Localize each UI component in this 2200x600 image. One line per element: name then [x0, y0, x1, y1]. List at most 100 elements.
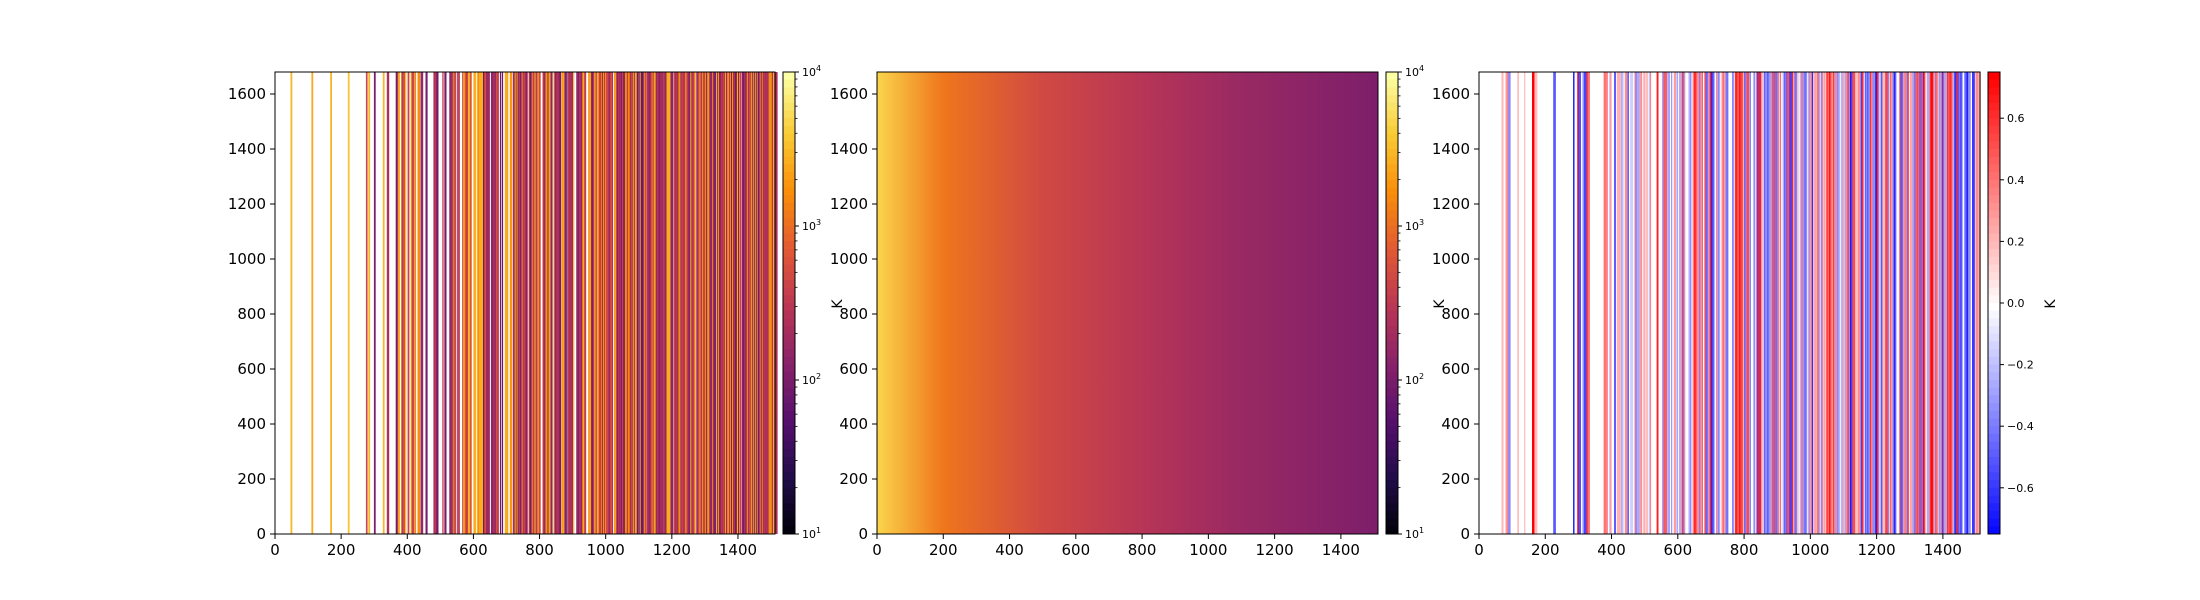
middle-colorbar-swatch	[1386, 102, 1398, 111]
left-colorbar-swatch	[783, 287, 795, 296]
right-heatmap-stripe	[1799, 72, 1802, 534]
right-colorbar-swatch	[1988, 164, 2000, 173]
left-heatmap-stripe	[425, 72, 428, 534]
right-colorbar-swatch	[1988, 333, 2000, 342]
left-heatmap-stripe	[709, 72, 711, 534]
right-heatmap-stripe	[1783, 72, 1786, 534]
right-heatmap-stripe	[1673, 72, 1677, 534]
right-heatmap-stripe	[1648, 72, 1650, 534]
left-heatmap-stripe	[599, 72, 601, 534]
left-colorbar-tick-exponent: 1	[816, 526, 821, 535]
left-heatmap-stripe	[736, 72, 737, 534]
right-heatmap-stripe	[1864, 72, 1867, 534]
right-ytick-label: 800	[1441, 305, 1470, 323]
right-heatmap-stripe	[1732, 72, 1734, 534]
left-heatmap-stripes	[290, 72, 778, 534]
right-colorbar-tick-label: 0.2	[2007, 235, 2025, 248]
right-heatmap-stripe	[1712, 72, 1715, 534]
middle-colorbar-swatch	[1386, 249, 1398, 258]
left-heatmap-stripe	[483, 72, 485, 534]
left-heatmap-stripe	[571, 72, 573, 534]
left-heatmap-stripe	[382, 72, 385, 534]
left-ytick-label: 600	[237, 360, 266, 378]
middle-colorbar-swatch	[1386, 341, 1398, 350]
left-colorbar-tick-base: 10	[802, 374, 816, 387]
middle-colorbar-swatch	[1386, 441, 1398, 450]
right-heatmap-stripe	[1868, 72, 1872, 534]
middle-colorbar-swatch	[1386, 487, 1398, 496]
right-ytick-label: 200	[1441, 470, 1470, 488]
left-heatmap-stripe	[568, 72, 570, 534]
left-heatmap-stripe	[538, 72, 541, 534]
right-colorbar-swatch	[1988, 503, 2000, 512]
left-heatmap-stripe	[594, 72, 596, 534]
right-heatmap-stripe	[1834, 72, 1836, 534]
left-heatmap-stripe	[670, 72, 672, 534]
left-heatmap-stripe	[713, 72, 715, 534]
left-colorbar-swatch	[783, 380, 795, 389]
left-heatmap-stripe	[579, 72, 581, 534]
right-heatmap-stripe	[1924, 72, 1927, 534]
right-heatmap-stripe	[1887, 72, 1890, 534]
right-ytick-label: 1200	[1432, 195, 1470, 213]
right-colorbar-swatch	[1988, 210, 2000, 219]
left-heatmap-stripe	[752, 72, 755, 534]
left-colorbar-swatch	[783, 403, 795, 412]
right-heatmap-stripe	[1941, 72, 1944, 534]
right-xtick-label: 400	[1597, 541, 1626, 559]
middle-colorbar-swatch	[1386, 518, 1398, 527]
right-heatmap-stripe	[1960, 72, 1963, 534]
right-heatmap-stripe	[1681, 72, 1684, 534]
left-heatmap-stripe	[725, 72, 727, 534]
middle-colorbar-swatch	[1386, 349, 1398, 358]
left-colorbar-tick-exponent: 2	[816, 372, 821, 381]
left-heatmap-stripe	[653, 72, 655, 534]
left-heatmap-stripe	[488, 72, 490, 534]
middle-ytick-label: 1200	[830, 195, 868, 213]
right-heatmap-stripe	[1627, 72, 1629, 534]
right-heatmap-stripe	[1791, 72, 1794, 534]
right-heatmap-stripe	[1823, 72, 1826, 534]
middle-colorbar-swatch	[1386, 457, 1398, 466]
left-colorbar-swatch	[783, 418, 795, 427]
left-heatmap-stripe	[512, 72, 515, 534]
left-heatmap-stripe	[630, 72, 632, 534]
left-colorbar-swatch	[783, 79, 795, 88]
middle-ytick-label: 1400	[830, 140, 868, 158]
right-heatmap-stripe	[1684, 72, 1686, 534]
left-heatmap-stripe	[397, 72, 400, 534]
left-colorbar-swatch	[783, 264, 795, 273]
right-ytick-label: 1000	[1432, 250, 1470, 268]
right-heatmap-stripe	[1683, 72, 1685, 534]
middle-colorbar-swatch	[1386, 472, 1398, 481]
right-heatmap-stripe	[1923, 72, 1926, 534]
left-heatmap-stripe	[373, 72, 376, 534]
middle-colorbar-swatch	[1386, 526, 1398, 535]
right-heatmap-stripe	[1899, 72, 1901, 534]
left-heatmap-stripe	[484, 72, 486, 534]
left-heatmap-frame	[274, 71, 776, 535]
left-colorbar-swatch	[783, 295, 795, 304]
left-heatmap-stripe	[531, 72, 533, 534]
middle-heatmap-axes: 0 200 400 600 800 1000 1200 1400 0 200 400 600 800 10…	[830, 85, 1360, 559]
left-colorbar-tick-label: 103	[802, 218, 821, 233]
right-heatmap-stripe	[1745, 72, 1747, 534]
right-colorbar-tick-label: −0.2	[2007, 359, 2034, 372]
left-colorbar-tick-label: 102	[802, 372, 821, 387]
middle-colorbar-swatch	[1386, 87, 1398, 96]
left-colorbar-tick-base: 10	[802, 220, 816, 233]
right-heatmap-stripe	[1737, 72, 1740, 534]
left-heatmap-stripe	[544, 72, 546, 534]
middle-colorbar-swatch	[1386, 195, 1398, 204]
right-colorbar-swatch	[1988, 195, 2000, 204]
left-heatmap-stripe	[417, 72, 421, 534]
left-heatmap-stripe	[694, 72, 696, 534]
left-heatmap-stripe	[596, 72, 598, 534]
right-heatmap-stripe	[1534, 72, 1538, 534]
middle-colorbar-tick-label: 101	[1405, 526, 1424, 541]
right-heatmap-stripe	[1757, 72, 1759, 534]
left-colorbar-swatch	[783, 464, 795, 473]
left-heatmap-stripe	[407, 72, 410, 534]
middle-colorbar-swatch	[1386, 233, 1398, 242]
middle-xtick-label: 600	[1061, 541, 1090, 559]
